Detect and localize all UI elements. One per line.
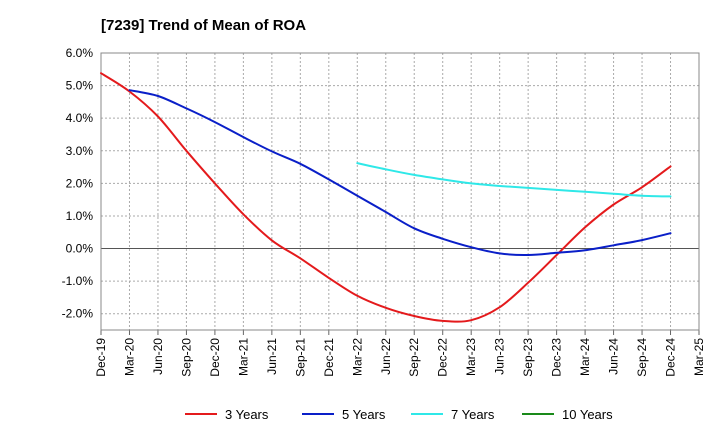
legend-label-5-years: 5 Years xyxy=(342,407,386,422)
x-tick-label: Mar-23 xyxy=(464,338,478,376)
y-tick-label: 2.0% xyxy=(66,176,94,190)
x-tick-label: Sep-21 xyxy=(293,338,307,377)
legend: 3 Years 5 Years 7 Years 10 Years xyxy=(185,407,613,422)
y-tick-label: 0.0% xyxy=(66,242,94,256)
x-tick-label: Sep-23 xyxy=(521,338,535,377)
x-tick-label: Jun-22 xyxy=(379,338,393,375)
y-tick-label: 4.0% xyxy=(66,111,94,125)
legend-label-3-years: 3 Years xyxy=(225,407,269,422)
x-tick-label: Dec-24 xyxy=(664,338,678,377)
x-tick-label: Mar-22 xyxy=(350,338,364,376)
series-line-5-years xyxy=(128,89,672,257)
y-tick-label: 6.0% xyxy=(66,46,94,60)
series-line-7-years xyxy=(356,162,672,198)
legend-label-10-years: 10 Years xyxy=(562,407,613,422)
x-tick-label: Jun-20 xyxy=(151,338,165,375)
series-layer xyxy=(100,72,672,323)
y-tick-label: 5.0% xyxy=(66,79,94,93)
x-tick-label: Dec-19 xyxy=(94,338,108,377)
x-tick-label: Dec-22 xyxy=(436,338,450,377)
x-tick-label: Jun-23 xyxy=(493,338,507,375)
x-tick-label: Mar-25 xyxy=(692,338,706,376)
plot-frame xyxy=(100,52,700,331)
x-tick-label: Mar-20 xyxy=(122,338,136,376)
x-tick-label: Jun-21 xyxy=(265,338,279,375)
axis-layer: 6.0% 5.0% 4.0% 3.0% 2.0% 1.0% 0.0% -1.0% -2.0% De… xyxy=(62,46,706,377)
legend-label-7-years: 7 Years xyxy=(451,407,495,422)
y-tick-label: -2.0% xyxy=(62,307,94,321)
chart-title: [7239] Trend of Mean of ROA xyxy=(101,17,306,34)
x-tick-label: Mar-24 xyxy=(578,338,592,376)
y-tick-label: 1.0% xyxy=(66,209,94,223)
x-tick-label: Dec-23 xyxy=(550,338,564,377)
x-tick-label: Mar-21 xyxy=(236,338,250,376)
x-tick-label: Sep-20 xyxy=(179,338,193,377)
y-tick-label: -1.0% xyxy=(62,274,94,288)
series-line-3-years xyxy=(100,72,672,323)
x-tick-label: Sep-24 xyxy=(635,338,649,377)
x-tick-label: Dec-21 xyxy=(322,338,336,377)
x-tick-label: Jun-24 xyxy=(607,338,621,375)
y-tick-label: 3.0% xyxy=(66,144,94,158)
x-tick-label: Dec-20 xyxy=(208,338,222,377)
x-tick-label: Sep-22 xyxy=(407,338,421,377)
